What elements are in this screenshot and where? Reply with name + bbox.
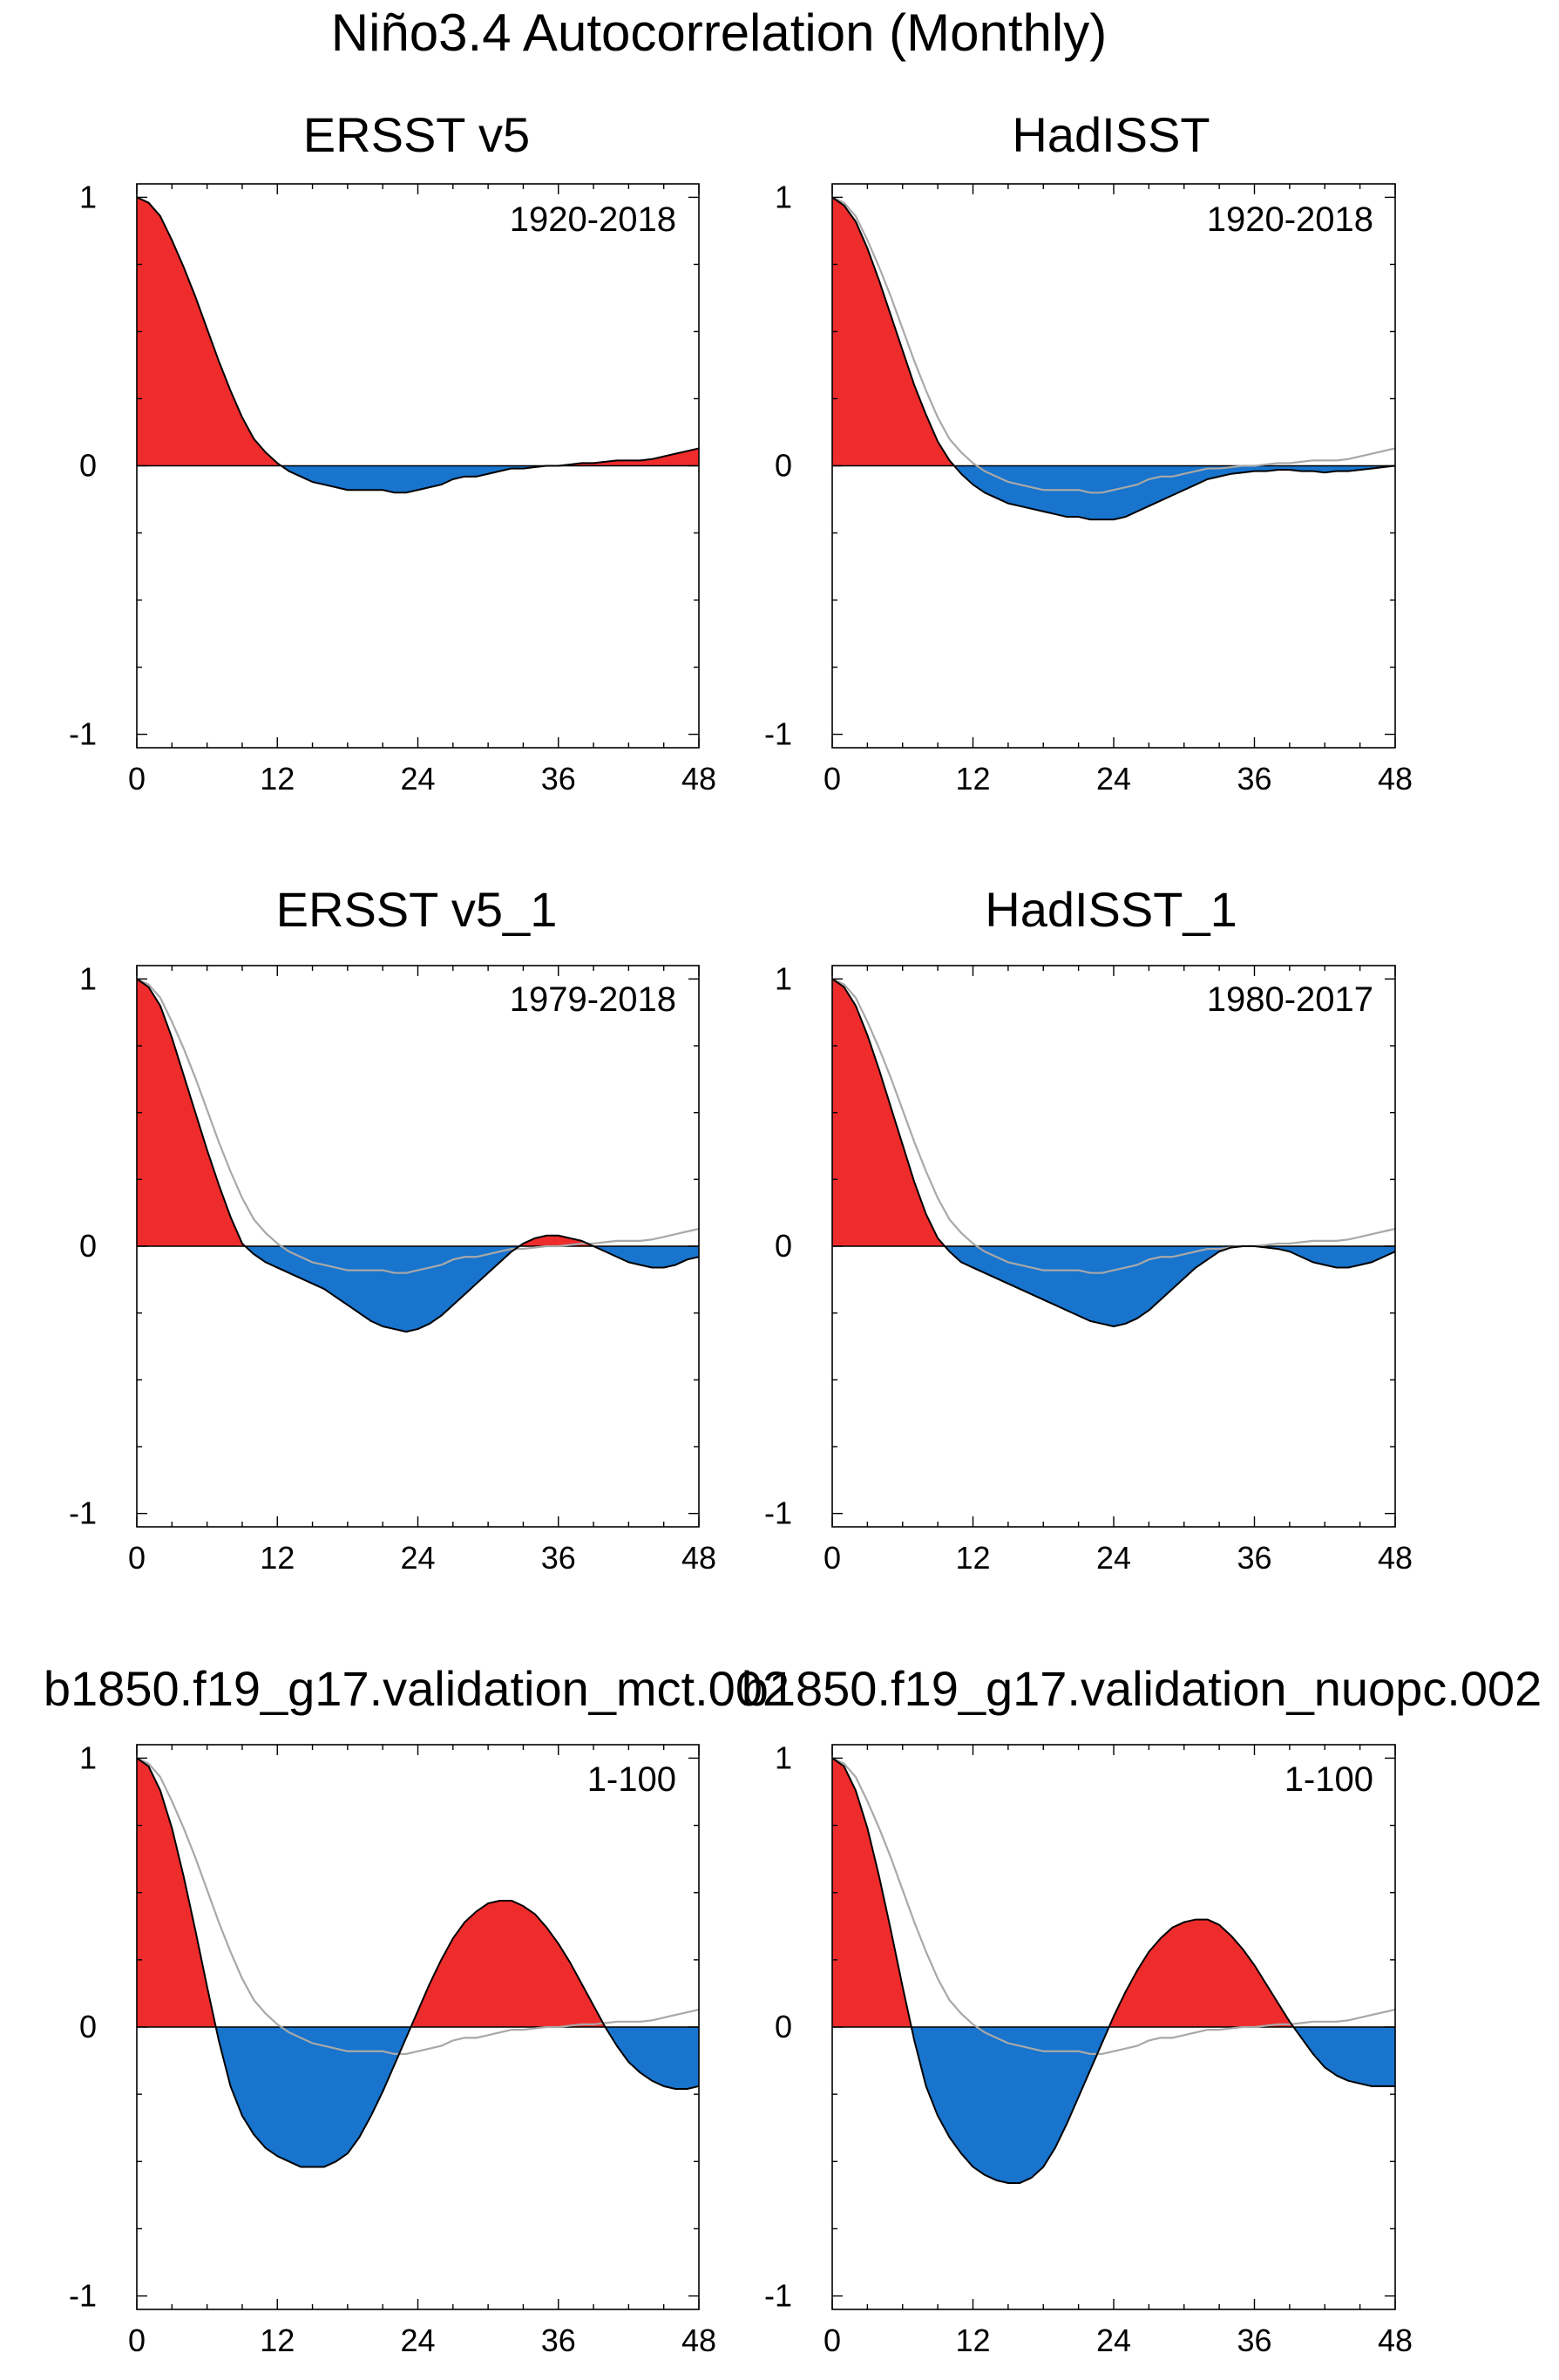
panel-title: HadISST_1 [985, 882, 1237, 937]
x-tick-label: 12 [260, 2322, 295, 2358]
x-tick-label: 48 [681, 2322, 716, 2358]
acf-line [832, 196, 1395, 521]
x-tick-label: 36 [1237, 1540, 1271, 1576]
negative-area-fill [137, 1246, 699, 1332]
panel-ersst-v5: ERSST v5 0 12 24 36 48 -1 0 1 1920-2018 [69, 107, 716, 797]
y-tick-label: 0 [775, 2009, 792, 2044]
x-tick-label: 48 [1378, 1540, 1413, 1576]
y-tick-label: 0 [79, 1228, 97, 1264]
negative-area-fill [832, 1246, 1395, 1326]
x-tick-label: 36 [541, 1540, 576, 1576]
positive-area-fill [832, 979, 1395, 1246]
x-tick-label: 48 [1378, 2322, 1413, 2358]
reference-acf-line [137, 978, 699, 1274]
panel-hadisst: HadISST 0 12 24 36 48 -1 0 1 1920-2018 [764, 107, 1413, 797]
x-tick-label: 0 [824, 761, 841, 797]
acf-line [137, 1757, 699, 2168]
x-tick-label: 48 [681, 1540, 716, 1576]
reference-acf-line [832, 196, 1395, 494]
x-tick-label: 24 [1096, 1540, 1131, 1576]
panel-title: b1850.f19_g17.validation_nuopc.002 [742, 1661, 1542, 1716]
y-tick-label: 0 [775, 448, 792, 484]
x-tick-label: 24 [1096, 2322, 1131, 2358]
y-tick-label: 0 [79, 2009, 97, 2044]
period-label: 1-100 [1284, 1760, 1373, 1799]
negative-area-fill [137, 465, 699, 493]
plot-area: 0 12 24 36 48 -1 0 1 [764, 1739, 1413, 2358]
x-tick-label: 12 [955, 1540, 990, 1576]
y-tick-label: 1 [79, 179, 97, 214]
y-tick-label: 0 [79, 448, 97, 484]
y-tick-label: 1 [775, 960, 792, 996]
period-label: 1-100 [587, 1760, 676, 1799]
period-label: 1920-2018 [1207, 200, 1373, 239]
acf-line [137, 196, 699, 494]
y-tick-label: -1 [764, 2278, 792, 2314]
x-tick-label: 24 [400, 1540, 435, 1576]
y-tick-label: -1 [764, 716, 792, 752]
panel-title: ERSST v5_1 [276, 882, 558, 937]
y-tick-label: 1 [775, 179, 792, 214]
x-tick-label: 48 [1378, 761, 1413, 797]
x-tick-label: 48 [681, 761, 716, 797]
x-tick-label: 36 [1237, 761, 1271, 797]
y-tick-label: 1 [79, 960, 97, 996]
x-tick-label: 0 [128, 2322, 146, 2358]
x-tick-label: 12 [955, 2322, 990, 2358]
acf-line [137, 978, 699, 1333]
reference-acf-line [832, 1757, 1395, 2055]
panel-ersst-v5-1: ERSST v5_1 0 12 24 36 48 -1 0 1 1979-2018 [69, 882, 716, 1576]
panel-b1850-mct: b1850.f19_g17.validation_mct.002 0 12 24 36… [44, 1661, 790, 2358]
negative-area-fill [832, 2027, 1395, 2183]
x-tick-label: 36 [1237, 2322, 1271, 2358]
y-tick-label: 0 [775, 1228, 792, 1264]
figure-title: Niño3.4 Autocorrelation (Monthly) [331, 3, 1107, 62]
x-tick-label: 0 [824, 1540, 841, 1576]
x-tick-label: 0 [128, 761, 146, 797]
plot-area: 0 12 24 36 48 -1 0 1 [69, 1739, 716, 2358]
reference-acf-line [832, 978, 1395, 1274]
positive-area-fill [137, 979, 699, 1246]
x-tick-label: 12 [260, 1540, 295, 1576]
acf-line [832, 978, 1395, 1327]
x-tick-label: 36 [541, 761, 576, 797]
panel-b1850-nuopc: b1850.f19_g17.validation_nuopc.002 0 12 24… [742, 1661, 1542, 2358]
x-tick-label: 0 [824, 2322, 841, 2358]
negative-area-fill [832, 465, 1395, 520]
y-tick-label: -1 [69, 716, 97, 752]
x-tick-label: 12 [955, 761, 990, 797]
y-tick-label: -1 [69, 2278, 97, 2314]
y-tick-label: -1 [69, 1495, 97, 1531]
positive-area-fill [832, 197, 1395, 466]
positive-area-fill [137, 197, 699, 466]
negative-area-fill [137, 2027, 699, 2167]
plot-area: 0 12 24 36 48 -1 0 1 [69, 179, 716, 797]
positive-area-fill [137, 1758, 699, 2027]
x-tick-label: 0 [128, 1540, 146, 1576]
panel-title: ERSST v5 [303, 107, 530, 162]
acf-line [832, 1757, 1395, 2184]
plot-area: 0 12 24 36 48 -1 0 1 [69, 960, 716, 1576]
y-tick-label: 1 [775, 1739, 792, 1775]
x-tick-label: 24 [1096, 761, 1131, 797]
positive-area-fill [832, 1758, 1395, 2027]
plot-area: 0 12 24 36 48 -1 0 1 [764, 960, 1413, 1576]
y-tick-label: -1 [764, 1495, 792, 1531]
plot-area: 0 12 24 36 48 -1 0 1 [764, 179, 1413, 797]
x-tick-label: 12 [260, 761, 295, 797]
x-tick-label: 24 [400, 2322, 435, 2358]
reference-acf-line [137, 1757, 699, 2055]
panel-title: b1850.f19_g17.validation_mct.002 [44, 1661, 790, 1716]
x-tick-label: 24 [400, 761, 435, 797]
period-label: 1979-2018 [510, 980, 676, 1019]
panel-hadisst-1: HadISST_1 0 12 24 36 48 -1 0 1 1980-2017 [764, 882, 1413, 1576]
period-label: 1980-2017 [1207, 980, 1373, 1019]
x-tick-label: 36 [541, 2322, 576, 2358]
panel-title: HadISST [1012, 107, 1210, 162]
period-label: 1920-2018 [510, 200, 676, 239]
y-tick-label: 1 [79, 1739, 97, 1775]
